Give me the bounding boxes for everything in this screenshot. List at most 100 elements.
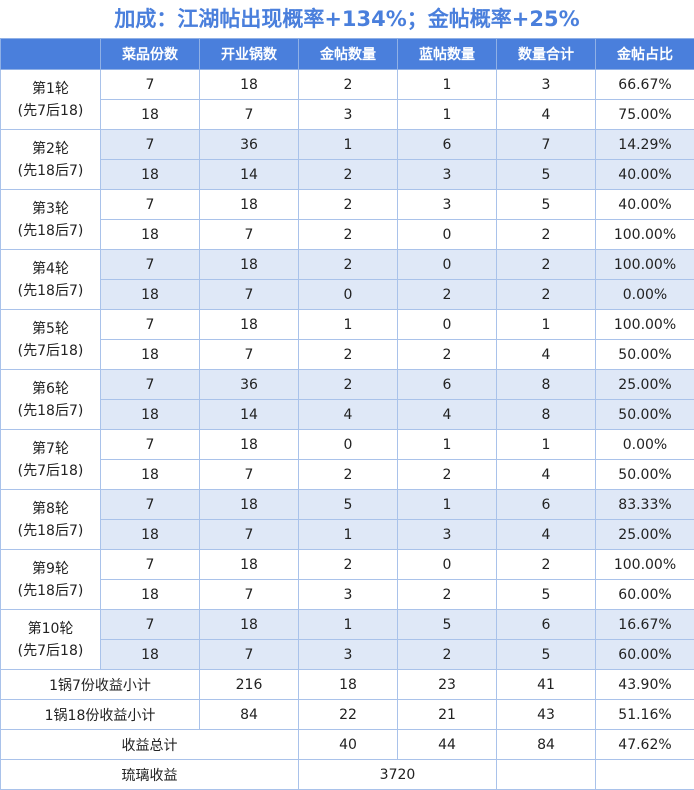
data-cell[interactable]: 1: [397, 489, 497, 520]
data-cell[interactable]: 2: [397, 639, 497, 670]
data-cell[interactable]: 0: [397, 219, 497, 250]
header-cell[interactable]: 菜品份数: [100, 38, 200, 70]
data-cell[interactable]: 2: [496, 279, 596, 310]
round-label-cell[interactable]: 第10轮 (先7后18): [0, 609, 101, 670]
data-cell[interactable]: 18: [100, 399, 200, 430]
round-label-cell[interactable]: 第9轮 (先18后7): [0, 549, 101, 610]
round-label-cell[interactable]: 第4轮 (先18后7): [0, 249, 101, 310]
header-cell[interactable]: [0, 38, 101, 70]
data-cell[interactable]: 18: [100, 99, 200, 130]
data-cell[interactable]: 7: [199, 579, 299, 610]
data-cell[interactable]: 7: [199, 639, 299, 670]
total-cell[interactable]: 47.62%: [595, 729, 694, 760]
round-label-cell[interactable]: 第3轮 (先18后7): [0, 189, 101, 250]
data-cell[interactable]: 18: [199, 249, 299, 280]
empty-cell[interactable]: [496, 759, 596, 790]
data-cell[interactable]: 40.00%: [595, 189, 694, 220]
data-cell[interactable]: 1: [298, 519, 398, 550]
data-cell[interactable]: 7: [100, 189, 200, 220]
data-cell[interactable]: 2: [298, 69, 398, 100]
data-cell[interactable]: 2: [298, 249, 398, 280]
data-cell[interactable]: 18: [100, 339, 200, 370]
data-cell[interactable]: 100.00%: [595, 549, 694, 580]
subtotal-cell[interactable]: 23: [397, 669, 497, 700]
data-cell[interactable]: 0.00%: [595, 279, 694, 310]
header-cell[interactable]: 金帖占比: [595, 38, 694, 70]
data-cell[interactable]: 60.00%: [595, 639, 694, 670]
data-cell[interactable]: 1: [496, 309, 596, 340]
subtotal-cell[interactable]: 21: [397, 699, 497, 730]
data-cell[interactable]: 14.29%: [595, 129, 694, 160]
subtotal-cell[interactable]: 84: [199, 699, 299, 730]
data-cell[interactable]: 3: [298, 99, 398, 130]
data-cell[interactable]: 4: [496, 519, 596, 550]
data-cell[interactable]: 7: [199, 519, 299, 550]
data-cell[interactable]: 14: [199, 159, 299, 190]
data-cell[interactable]: 1: [397, 429, 497, 460]
data-cell[interactable]: 4: [496, 99, 596, 130]
glaze-value[interactable]: 3720: [298, 759, 497, 790]
glaze-label[interactable]: 琉璃收益: [0, 759, 299, 790]
total-cell[interactable]: 84: [496, 729, 596, 760]
round-label-cell[interactable]: 第2轮 (先18后7): [0, 129, 101, 190]
data-cell[interactable]: 7: [100, 489, 200, 520]
data-cell[interactable]: 18: [199, 429, 299, 460]
data-cell[interactable]: 25.00%: [595, 369, 694, 400]
round-label-cell[interactable]: 第1轮 (先7后18): [0, 69, 101, 130]
data-cell[interactable]: 4: [298, 399, 398, 430]
data-cell[interactable]: 4: [496, 339, 596, 370]
data-cell[interactable]: 0: [397, 549, 497, 580]
data-cell[interactable]: 0: [397, 249, 497, 280]
data-cell[interactable]: 3: [298, 579, 398, 610]
data-cell[interactable]: 1: [397, 69, 497, 100]
data-cell[interactable]: 7: [100, 429, 200, 460]
data-cell[interactable]: 3: [397, 519, 497, 550]
data-cell[interactable]: 7: [100, 249, 200, 280]
data-cell[interactable]: 25.00%: [595, 519, 694, 550]
data-cell[interactable]: 50.00%: [595, 339, 694, 370]
data-cell[interactable]: 18: [199, 609, 299, 640]
data-cell[interactable]: 2: [496, 249, 596, 280]
data-cell[interactable]: 1: [298, 309, 398, 340]
data-cell[interactable]: 36: [199, 129, 299, 160]
data-cell[interactable]: 100.00%: [595, 249, 694, 280]
header-cell[interactable]: 数量合计: [496, 38, 596, 70]
round-label-cell[interactable]: 第6轮 (先18后7): [0, 369, 101, 430]
data-cell[interactable]: 7: [199, 219, 299, 250]
data-cell[interactable]: 36: [199, 369, 299, 400]
data-cell[interactable]: 7: [100, 309, 200, 340]
data-cell[interactable]: 18: [199, 69, 299, 100]
data-cell[interactable]: 2: [397, 339, 497, 370]
data-cell[interactable]: 2: [298, 369, 398, 400]
data-cell[interactable]: 5: [496, 639, 596, 670]
data-cell[interactable]: 66.67%: [595, 69, 694, 100]
data-cell[interactable]: 0.00%: [595, 429, 694, 460]
data-cell[interactable]: 1: [298, 129, 398, 160]
subtotal-label[interactable]: 1锅18份收益小计: [0, 699, 200, 730]
data-cell[interactable]: 18: [100, 519, 200, 550]
data-cell[interactable]: 18: [100, 579, 200, 610]
data-cell[interactable]: 7: [100, 69, 200, 100]
data-cell[interactable]: 5: [496, 189, 596, 220]
subtotal-label[interactable]: 1锅7份收益小计: [0, 669, 200, 700]
data-cell[interactable]: 3: [298, 639, 398, 670]
data-cell[interactable]: 3: [397, 189, 497, 220]
data-cell[interactable]: 2: [298, 189, 398, 220]
data-cell[interactable]: 18: [199, 189, 299, 220]
data-cell[interactable]: 50.00%: [595, 459, 694, 490]
total-label[interactable]: 收益总计: [0, 729, 299, 760]
data-cell[interactable]: 7: [199, 339, 299, 370]
data-cell[interactable]: 6: [397, 369, 497, 400]
data-cell[interactable]: 7: [199, 459, 299, 490]
data-cell[interactable]: 6: [496, 609, 596, 640]
data-cell[interactable]: 2: [397, 579, 497, 610]
data-cell[interactable]: 1: [496, 429, 596, 460]
data-cell[interactable]: 2: [496, 549, 596, 580]
data-cell[interactable]: 1: [298, 609, 398, 640]
round-label-cell[interactable]: 第7轮 (先7后18): [0, 429, 101, 490]
data-cell[interactable]: 2: [298, 159, 398, 190]
data-cell[interactable]: 75.00%: [595, 99, 694, 130]
data-cell[interactable]: 18: [199, 309, 299, 340]
header-cell[interactable]: 蓝帖数量: [397, 38, 497, 70]
total-cell[interactable]: 40: [298, 729, 398, 760]
